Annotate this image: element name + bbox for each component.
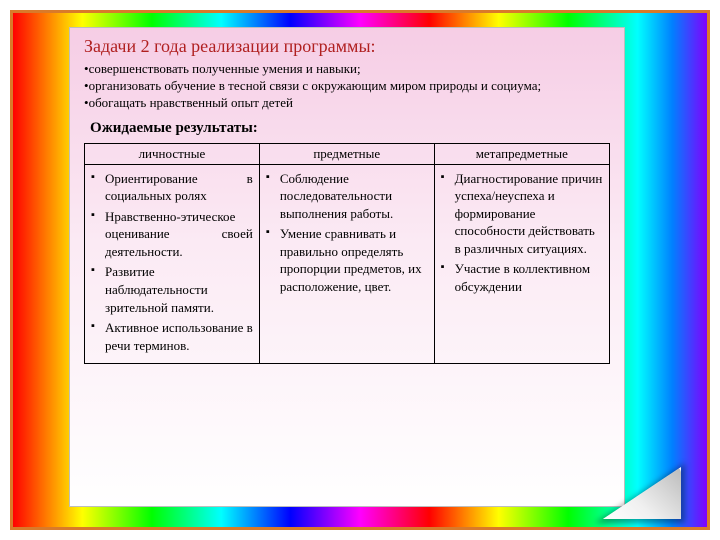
table-cell: Ориентирование в социальных ролях Нравст… <box>85 164 260 363</box>
table-header-row: личностные предметные метапредметные <box>85 143 610 164</box>
table-cell: Соблюдение последовательности выполнения… <box>259 164 434 363</box>
task-text: совершенствовать полученные умения и нав… <box>89 61 361 76</box>
list-item: Соблюдение последовательности выполнения… <box>266 170 428 223</box>
task-text: организовать обучение в тесной связи с о… <box>89 78 542 93</box>
table-header-cell: метапредметные <box>434 143 609 164</box>
table-row: Ориентирование в социальных ролях Нравст… <box>85 164 610 363</box>
tasks-list: •совершенствовать полученные умения и на… <box>84 61 610 112</box>
cell-list: Диагностирование причин успеха/неуспеха … <box>441 170 603 296</box>
expected-results-heading: Ожидаемые результаты: <box>90 120 610 137</box>
page-title: Задачи 2 года реализации программы: <box>84 36 610 57</box>
table-cell: Диагностирование причин успеха/неуспеха … <box>434 164 609 363</box>
content-panel: Задачи 2 года реализации программы: •сов… <box>69 27 625 507</box>
outer-frame: Задачи 2 года реализации программы: •сов… <box>10 10 710 530</box>
task-item: •обогащать нравственный опыт детей <box>84 95 610 112</box>
task-item: •организовать обучение в тесной связи с … <box>84 78 610 95</box>
cell-list: Соблюдение последовательности выполнения… <box>266 170 428 296</box>
table-header-cell: предметные <box>259 143 434 164</box>
task-item: •совершенствовать полученные умения и на… <box>84 61 610 78</box>
list-item: Диагностирование причин успеха/неуспеха … <box>441 170 603 258</box>
list-item: Развитие наблюдательности зрительной пам… <box>91 263 253 316</box>
list-item: Нравственно-этическое оценивание своей д… <box>91 208 253 261</box>
list-item: Активное использование в речи терминов. <box>91 319 253 354</box>
page-curl-icon <box>595 453 685 523</box>
list-item: Ориентирование в социальных ролях <box>91 170 253 205</box>
table-header-cell: личностные <box>85 143 260 164</box>
cell-list: Ориентирование в социальных ролях Нравст… <box>91 170 253 354</box>
task-text: обогащать нравственный опыт детей <box>89 95 293 110</box>
list-item: Умение сравнивать и правильно определять… <box>266 225 428 295</box>
list-item: Участие в коллективном обсуждении <box>441 260 603 295</box>
results-table: личностные предметные метапредметные Ори… <box>84 143 610 364</box>
